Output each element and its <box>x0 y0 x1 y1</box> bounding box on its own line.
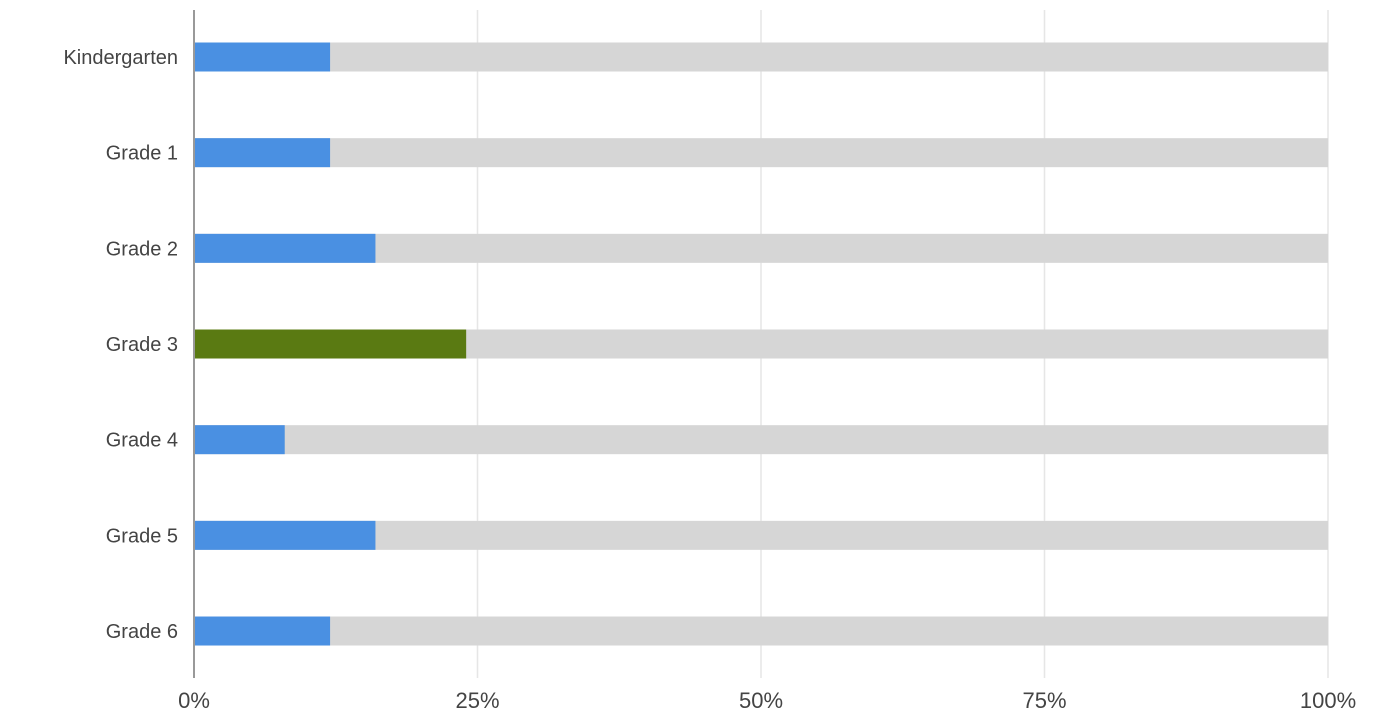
x-tick-label: 50% <box>739 688 783 710</box>
bar-value <box>194 425 285 455</box>
category-label: Grade 6 <box>106 621 178 643</box>
x-tick-label: 25% <box>455 688 499 710</box>
bar-value <box>194 233 376 263</box>
bar-remainder <box>194 42 1328 72</box>
x-tick-label: 75% <box>1022 688 1066 710</box>
bars <box>194 42 1328 646</box>
bar-value <box>194 138 331 168</box>
x-tick-label: 100% <box>1300 688 1356 710</box>
category-label: Grade 4 <box>106 430 178 452</box>
bar-remainder <box>194 233 1328 263</box>
bar-value <box>194 42 331 72</box>
bar-value <box>194 616 331 646</box>
bar-remainder <box>194 616 1328 646</box>
bar-value <box>194 520 376 550</box>
category-label: Grade 2 <box>106 238 178 260</box>
x-tick-label: 0% <box>178 688 210 710</box>
bar-remainder <box>194 425 1328 455</box>
bar-remainder <box>194 520 1328 550</box>
category-label: Grade 3 <box>106 334 178 356</box>
category-label: Grade 5 <box>106 525 178 547</box>
category-label: Grade 1 <box>106 143 178 165</box>
bar-value <box>194 329 467 359</box>
bar-remainder <box>194 138 1328 168</box>
labels: 0% 25% 50% 75% 100% Kindergarten Grade 1 Grade … <box>63 47 1356 710</box>
category-label: Kindergarten <box>63 47 178 69</box>
